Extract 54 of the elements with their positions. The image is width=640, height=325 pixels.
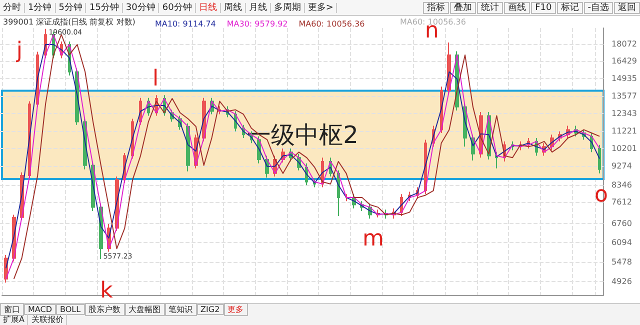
annotation: o (594, 182, 608, 208)
text: 股东户数 (84, 302, 125, 316)
y-tick-label: 6094 (612, 238, 632, 248)
text: 画线 (504, 2, 530, 14)
text: 关联报价 (28, 314, 68, 325)
text: MA10: 9114.74 (155, 20, 216, 28)
text: 笔知识 (164, 302, 197, 316)
y-tick-label: 8346 (612, 180, 632, 190)
text: 返回 (614, 2, 640, 14)
text: 大盘幅图 (124, 302, 165, 316)
text: F10 (531, 2, 556, 14)
y-tick-label: 7612 (612, 198, 632, 207)
text: ZIG2 (196, 304, 224, 314)
text: 15分钟 (86, 3, 123, 13)
text: 周线 (220, 3, 246, 13)
text: 窗口 (0, 302, 24, 316)
text: 指标 (423, 2, 450, 14)
text: MACD (24, 304, 56, 314)
annotation: k (100, 278, 114, 304)
y-tick-label: 9274 (612, 161, 632, 170)
y-tick-label: 16429 (612, 56, 638, 66)
text: 分时 (0, 3, 25, 13)
y-tick-label: 6760 (612, 219, 632, 228)
text: MA30: 9579.92 (226, 20, 288, 28)
y-tick-label: 10201 (612, 144, 638, 153)
text: 1分钟 (25, 3, 56, 13)
y-tick-label: 12343 (612, 109, 638, 118)
annotation: l (152, 66, 159, 92)
text: 叠加 (450, 2, 476, 14)
y-tick-label: 13577 (612, 92, 638, 101)
text: 扩展A (0, 314, 28, 325)
text: 标记 (556, 2, 583, 14)
text: 60分钟 (159, 3, 196, 13)
text: 30分钟 (122, 3, 160, 13)
text: 更多> (304, 3, 338, 13)
y-tick-label: 11221 (612, 126, 638, 136)
text: 5分钟 (56, 3, 86, 13)
text: MA60: 10056.36 (400, 18, 466, 26)
annotation: m (362, 226, 384, 252)
y-tick-label: 5478 (612, 258, 632, 267)
annotation: j (15, 38, 22, 64)
y-tick-label: 18072 (612, 39, 638, 48)
text: -自选 (584, 2, 613, 14)
y-tick-label: 14935 (612, 74, 638, 84)
candlestick (598, 144, 601, 174)
text: 日线 (196, 3, 221, 13)
text: 多周期 (270, 3, 305, 13)
text: 399001 深证成指(日线 前复权 对数) (3, 18, 136, 26)
text: 统计 (477, 2, 504, 14)
text: 月线 (246, 3, 271, 13)
text: MA60: 10056.36 (298, 20, 365, 28)
text: 更多 (224, 302, 248, 316)
text: BOLL (56, 304, 85, 314)
y-tick-label: 4926 (612, 277, 632, 286)
